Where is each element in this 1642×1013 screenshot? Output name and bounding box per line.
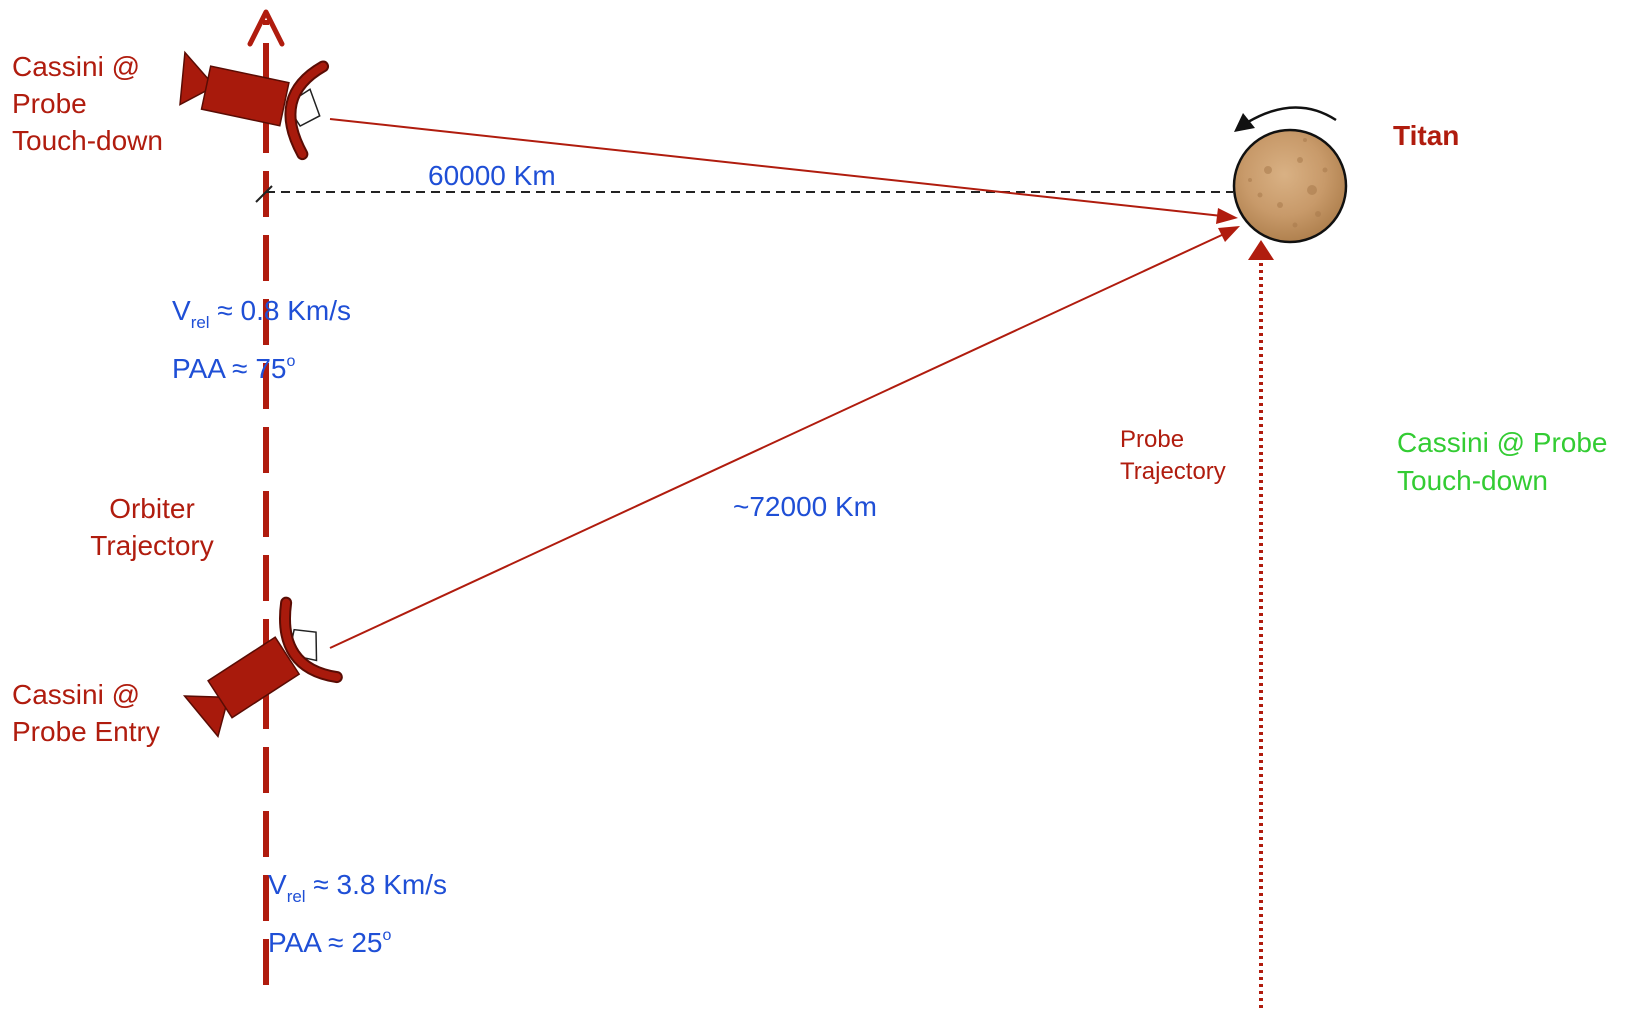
entry-sight-arrowhead bbox=[1218, 226, 1240, 242]
curved-arrow-icon bbox=[1247, 106, 1337, 124]
spacecraft-icon bbox=[179, 50, 330, 161]
probe-trajectory-label: Probe Trajectory bbox=[1120, 426, 1226, 485]
touchdown-vrel-label: Vrel ≈ 0.8 Km/s bbox=[172, 295, 352, 332]
entry-paa-label: PAA ≈ 25o bbox=[268, 927, 392, 958]
touchdown-paa-label: PAA ≈ 75o bbox=[172, 353, 296, 384]
orbiter-trajectory-arrowhead bbox=[247, 9, 285, 47]
cassini-touchdown-label: Cassini @ Probe Touch-down bbox=[12, 51, 163, 156]
planet-icon bbox=[1232, 128, 1348, 244]
distance-entry-label: ~72000 Km bbox=[733, 491, 877, 522]
touchdown-sight-arrowhead bbox=[1216, 208, 1238, 224]
entry-line-of-sight bbox=[329, 233, 1225, 649]
orbiter-trajectory-label: Orbiter Trajectory bbox=[90, 493, 214, 561]
cassini-entry-label: Cassini @ Probe Entry bbox=[12, 679, 160, 747]
entry-vrel-label: Vrel ≈ 3.8 Km/s bbox=[268, 869, 448, 906]
rotation-arrowhead bbox=[1234, 113, 1255, 132]
reference-tick bbox=[255, 185, 273, 203]
spacecraft-icon bbox=[182, 596, 343, 738]
titan-texture bbox=[1248, 138, 1328, 228]
touchdown-line-of-sight bbox=[329, 118, 1223, 217]
probe-trajectory-arrowhead bbox=[1248, 240, 1274, 260]
green-note-label: Cassini @ Probe Touch-down bbox=[1397, 427, 1608, 496]
distance-touchdown-label: 60000 Km bbox=[428, 160, 556, 191]
titan-label: Titan bbox=[1393, 120, 1460, 151]
